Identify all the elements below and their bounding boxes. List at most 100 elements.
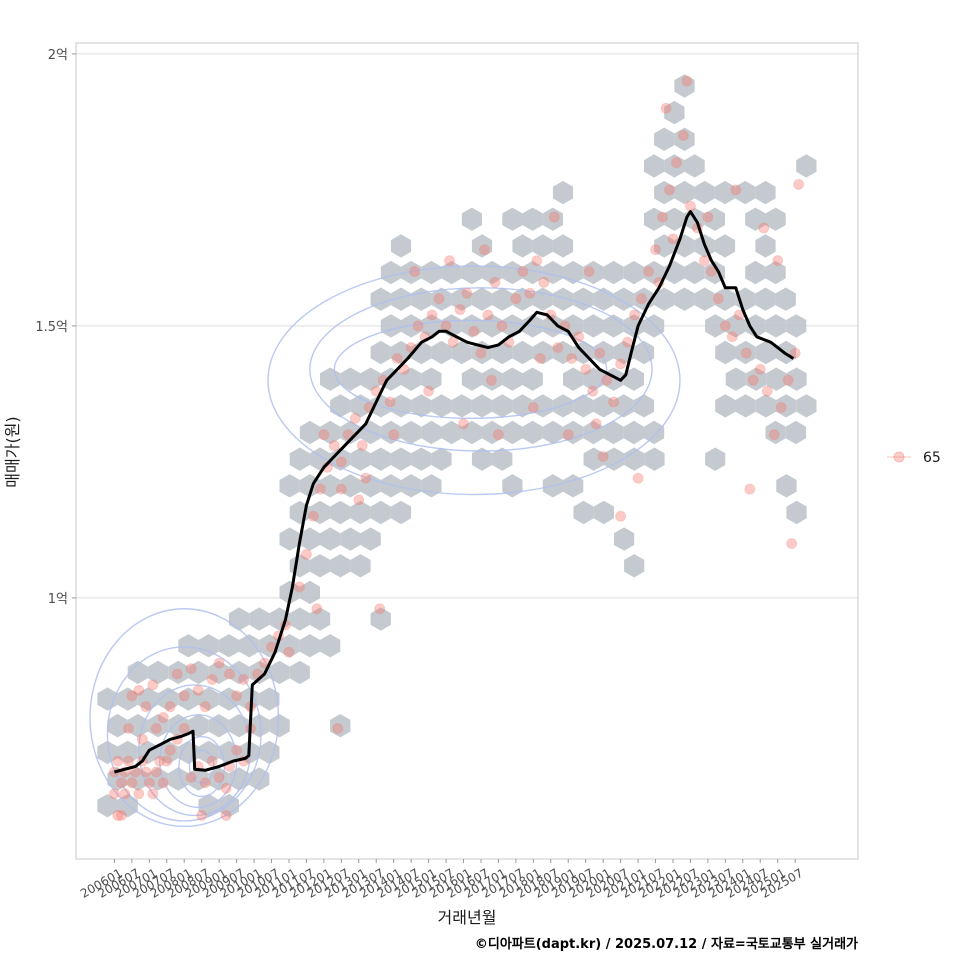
hexbin-cell xyxy=(471,287,493,311)
y-axis: 1억 1.5억 2억 xyxy=(35,48,76,607)
hexbin-cell xyxy=(735,180,756,205)
hexbin-cell xyxy=(309,554,331,578)
scatter-point xyxy=(133,684,145,696)
scatter-point xyxy=(328,440,340,452)
hexbin-cell xyxy=(745,260,766,285)
scatter-point xyxy=(580,363,592,375)
hexbin-cell xyxy=(370,447,391,471)
scatter-point xyxy=(353,494,365,506)
hexbin-cell xyxy=(431,447,452,471)
scatter-point xyxy=(199,701,211,713)
scatter-point xyxy=(761,385,773,397)
hexbin-cell xyxy=(198,634,219,658)
scatter-point xyxy=(594,347,606,359)
hexbin-cell xyxy=(158,740,179,765)
hexbin-cell xyxy=(471,234,493,258)
hexbin-cell xyxy=(725,314,746,338)
scatter-point xyxy=(157,777,169,789)
hexbin-cell xyxy=(786,314,807,338)
hexbin-cell xyxy=(401,420,422,445)
scatter-point xyxy=(754,363,766,375)
hexbin-cell xyxy=(522,207,543,231)
hexbin-cell xyxy=(309,500,331,525)
hexbin-cell xyxy=(137,687,158,711)
scatter-point xyxy=(510,293,522,305)
hexbin-cell xyxy=(269,660,290,685)
hexbin-cell xyxy=(674,74,695,98)
hexbin-cell xyxy=(563,367,584,391)
hexbin-cell xyxy=(532,287,553,311)
hexbin-cell xyxy=(603,420,624,445)
hexbin-cell xyxy=(613,394,634,418)
scatter-point xyxy=(775,401,787,413)
hexbin-cell xyxy=(492,447,513,471)
density-contour xyxy=(89,608,280,828)
hexbin-cell xyxy=(623,314,644,338)
hexbin-cell xyxy=(158,687,179,711)
hexbin-cell xyxy=(97,794,118,818)
scatter-point xyxy=(332,722,344,734)
hexbin-cell xyxy=(421,367,442,391)
scatter-point xyxy=(772,255,784,267)
hexbin-cell xyxy=(755,287,776,311)
scatter-point xyxy=(730,184,742,196)
scatter-point xyxy=(374,603,386,615)
scatter-point xyxy=(444,255,456,267)
hexbin-cell xyxy=(593,394,614,418)
hexbin-cell xyxy=(390,287,412,311)
density-contour xyxy=(106,646,262,822)
hexbin-cell xyxy=(563,474,584,498)
hexbin-cell xyxy=(785,420,806,445)
x-axis: 2006012006072007012007072008012008072009… xyxy=(78,859,805,901)
hexbin-cell xyxy=(532,234,553,258)
scatter-point xyxy=(178,722,190,734)
scatter-point xyxy=(524,287,536,299)
hexbin-cell xyxy=(502,260,523,285)
hexbin-cell xyxy=(127,714,148,738)
hexbin-cell xyxy=(147,767,169,791)
scatter-point xyxy=(426,309,438,321)
scatter-point xyxy=(663,184,675,196)
scatter-point xyxy=(615,358,627,370)
scatter-point xyxy=(293,581,305,593)
hexbin-cell xyxy=(583,447,604,471)
hexbin-cell xyxy=(644,447,665,471)
scatter-point xyxy=(608,396,620,408)
hexbin-cell xyxy=(694,287,715,311)
hexbin-cell xyxy=(299,527,320,551)
hexbin-cell xyxy=(411,447,432,471)
trend-line-layer xyxy=(114,210,795,774)
scatter-point xyxy=(318,429,330,441)
scatter-point xyxy=(360,472,372,484)
scatter-point xyxy=(615,510,627,522)
hexbin-cell xyxy=(583,420,604,445)
hexbin-cell xyxy=(694,180,715,205)
scatter-point xyxy=(115,809,127,821)
scatter-point xyxy=(597,450,609,462)
hexbin-cell xyxy=(735,340,756,365)
hexbin-cell xyxy=(380,474,401,498)
hexbin-cell xyxy=(644,207,665,231)
scatter-point xyxy=(115,777,127,789)
hexbin-cell xyxy=(755,234,776,258)
scatter-point xyxy=(650,244,662,256)
hexbin-cell xyxy=(279,527,300,551)
scatter-point xyxy=(150,766,162,778)
hexbin-cell xyxy=(704,207,725,231)
scatter-point xyxy=(433,293,445,305)
scatter-point xyxy=(793,178,805,190)
hexbin-cell xyxy=(482,314,503,338)
scatter-point xyxy=(786,537,798,549)
hexbin-cell xyxy=(522,260,543,285)
scatter-point xyxy=(643,265,655,277)
hexbin-cell xyxy=(279,634,300,658)
hexbin-cell xyxy=(380,314,401,338)
scatter-point xyxy=(468,325,480,337)
hexbin-cell xyxy=(796,394,817,418)
hexbin-cell xyxy=(107,714,128,738)
hexbin-cell xyxy=(552,180,574,205)
hexbin-cell xyxy=(684,154,705,178)
hexbin-cell xyxy=(755,180,776,205)
scatter-point xyxy=(447,336,459,348)
hexbin-cell xyxy=(623,260,644,285)
